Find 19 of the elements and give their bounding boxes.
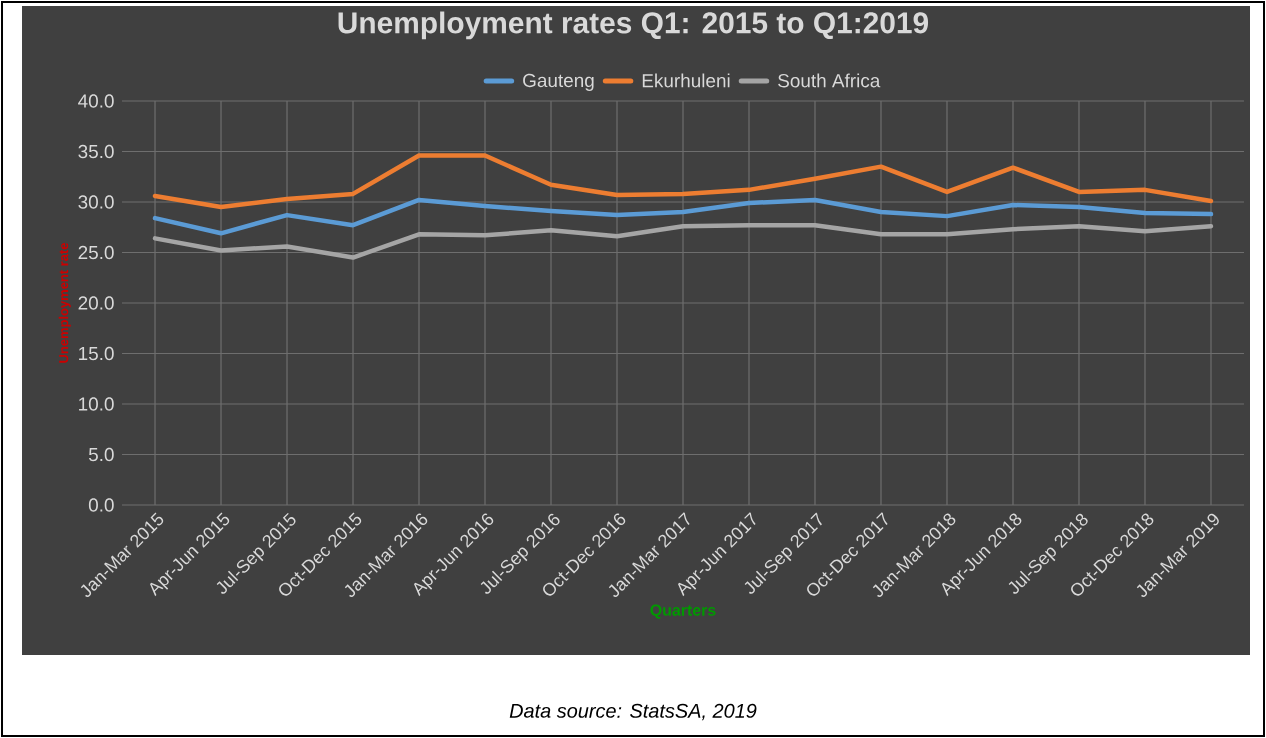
y-tick-label: 5.0 <box>88 447 114 462</box>
line-series <box>152 222 1214 260</box>
y-tick-label: 0.0 <box>88 498 114 512</box>
y-tick-label: 10.0 <box>79 397 114 411</box>
y-tick-label: 15.0 <box>79 346 114 361</box>
legend-label: Gauteng <box>523 73 594 91</box>
x-axis-title: Quarters <box>650 604 716 619</box>
y-axis-title: Unemployment rate <box>58 242 71 363</box>
chart-title: Unemployment rates Q1: 2015 to Q1:2019 <box>338 11 929 40</box>
y-tick-label: 25.0 <box>78 245 114 260</box>
y-tick-label: 30.0 <box>78 195 114 209</box>
source-note: Data source: StatsSA, 2019 <box>509 703 757 721</box>
legend-label: Ekurhuleni <box>642 73 730 88</box>
line-series <box>152 153 1214 210</box>
y-tick-label: 35.0 <box>78 144 114 159</box>
legend-label: South Africa <box>778 73 881 88</box>
y-tick-label: 40.0 <box>78 94 114 108</box>
line-series <box>152 197 1214 236</box>
y-tick-label: 20.0 <box>78 296 114 310</box>
